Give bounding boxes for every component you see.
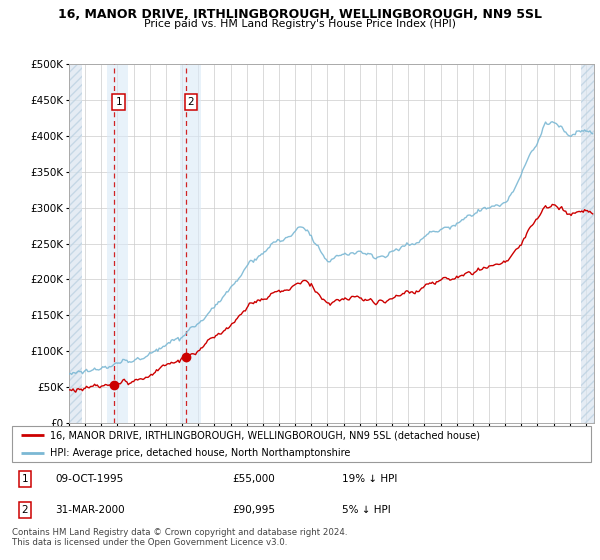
- Text: 1: 1: [115, 97, 122, 107]
- Text: 16, MANOR DRIVE, IRTHLINGBOROUGH, WELLINGBOROUGH, NN9 5SL (detached house): 16, MANOR DRIVE, IRTHLINGBOROUGH, WELLIN…: [50, 431, 479, 440]
- Bar: [581, 64, 594, 423]
- Bar: [107, 64, 128, 423]
- Text: Price paid vs. HM Land Registry's House Price Index (HPI): Price paid vs. HM Land Registry's House …: [144, 19, 456, 29]
- Text: £55,000: £55,000: [232, 474, 275, 484]
- Text: 1: 1: [22, 474, 28, 484]
- Bar: [179, 64, 200, 423]
- Text: HPI: Average price, detached house, North Northamptonshire: HPI: Average price, detached house, Nort…: [50, 448, 350, 458]
- Bar: [69, 64, 82, 423]
- Text: 31-MAR-2000: 31-MAR-2000: [55, 505, 125, 515]
- Text: £90,995: £90,995: [232, 505, 275, 515]
- Text: 19% ↓ HPI: 19% ↓ HPI: [342, 474, 397, 484]
- Text: 2: 2: [22, 505, 28, 515]
- Text: 09-OCT-1995: 09-OCT-1995: [55, 474, 124, 484]
- Text: 16, MANOR DRIVE, IRTHLINGBOROUGH, WELLINGBOROUGH, NN9 5SL: 16, MANOR DRIVE, IRTHLINGBOROUGH, WELLIN…: [58, 8, 542, 21]
- Text: 2: 2: [188, 97, 194, 107]
- Text: 5% ↓ HPI: 5% ↓ HPI: [342, 505, 391, 515]
- Text: Contains HM Land Registry data © Crown copyright and database right 2024.
This d: Contains HM Land Registry data © Crown c…: [12, 528, 347, 547]
